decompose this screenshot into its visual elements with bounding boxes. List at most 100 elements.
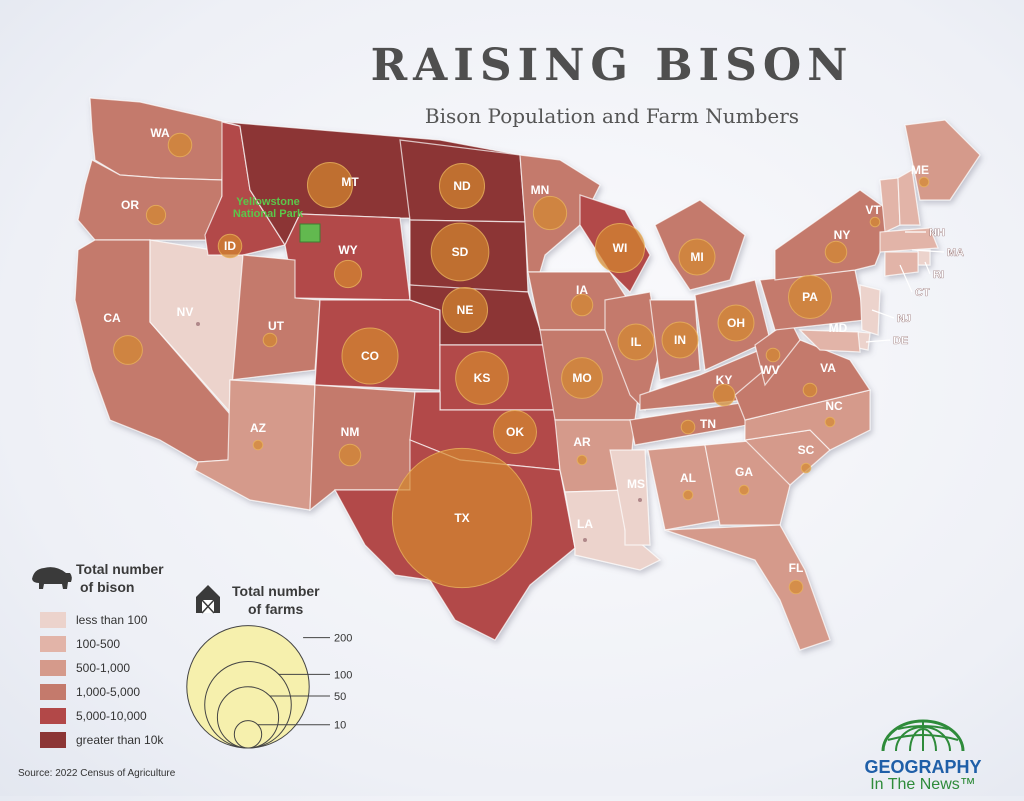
- state-label-ms: MS: [627, 477, 645, 491]
- globe-icon: [881, 719, 965, 752]
- farm-circle-wi: [594, 222, 646, 274]
- state-me: [904, 119, 981, 201]
- farm-circle-ne: [441, 286, 489, 334]
- bison-legend-swatch-3: [40, 684, 66, 700]
- state-label-md: MD: [829, 321, 848, 335]
- state-label-me: ME: [911, 163, 929, 177]
- state-label-ri: RI: [933, 269, 944, 281]
- farm-circle-wy: [333, 259, 363, 289]
- farm-dot-nv: [196, 322, 200, 326]
- bison-legend-label-0: less than 100: [76, 613, 148, 627]
- source-note: Source: 2022 Census of Agriculture: [18, 768, 176, 779]
- farms-legend-value-100: 100: [334, 669, 352, 681]
- farm-circle-nc: [824, 416, 836, 428]
- leader-line-ma: [911, 249, 945, 253]
- state-label-ar: AR: [573, 435, 591, 449]
- bison-legend-label-5: greater than 10k: [76, 733, 164, 747]
- farm-circle-nd: [438, 162, 486, 210]
- page-subtitle: Bison Population and Farm Numbers: [424, 104, 800, 128]
- bison-legend-label-3: 1,000-5,000: [76, 685, 140, 699]
- state-label-de: DE: [893, 335, 908, 347]
- farm-circle-ks: [455, 351, 509, 405]
- state-label-co: CO: [361, 349, 379, 363]
- farm-circle-oh: [717, 304, 755, 342]
- state-label-sd: SD: [452, 245, 469, 259]
- brand-logo: GEOGRAPHY In The News™: [848, 716, 998, 794]
- state-label-la: LA: [577, 517, 593, 531]
- state-label-ut: UT: [268, 319, 285, 333]
- farms-legend-value-200: 200: [334, 633, 352, 645]
- bison-legend-label-2: 500-1,000: [76, 661, 130, 675]
- state-label-ne: NE: [457, 303, 474, 317]
- farm-circle-al: [682, 489, 694, 501]
- farm-circle-or: [145, 204, 167, 226]
- state-label-mo: MO: [572, 371, 591, 385]
- farm-circle-ar: [576, 454, 588, 466]
- state-label-wy: WY: [338, 243, 357, 257]
- state-label-wv: WV: [760, 363, 779, 377]
- state-label-va: VA: [820, 361, 836, 375]
- leader-line-ct: [899, 264, 913, 293]
- bison-legend-swatch-1: [40, 636, 66, 652]
- state-label-nj: NJ: [897, 313, 911, 325]
- state-fl: [664, 524, 831, 651]
- farm-circle-wv: [765, 347, 781, 363]
- state-label-ks: KS: [474, 371, 491, 385]
- page-title: RAISING BISON: [370, 40, 854, 91]
- farm-dot-la: [583, 538, 587, 542]
- state-label-nm: NM: [341, 425, 360, 439]
- bison-legend-title-line1: Total number: [76, 561, 164, 577]
- farm-circle-id: [217, 233, 243, 259]
- farms-legend-value-10: 10: [334, 720, 346, 732]
- bison-legend-title: Total number of bison: [76, 560, 164, 596]
- farm-circle-wa: [167, 132, 193, 158]
- farm-circle-ca: [113, 335, 143, 365]
- state-label-wa: WA: [150, 126, 170, 140]
- bison-legend-label-4: 5,000-10,000: [76, 709, 147, 723]
- farm-circle-nm: [338, 443, 362, 467]
- state-ms: [609, 449, 651, 546]
- state-label-az: AZ: [250, 421, 266, 435]
- farm-circle-me: [918, 176, 930, 188]
- leader-line-nj: [871, 309, 895, 319]
- bison-legend-swatch-4: [40, 708, 66, 724]
- leader-line-de: [865, 339, 891, 343]
- state-label-ny: NY: [834, 228, 851, 242]
- state-ny: [774, 189, 896, 281]
- farm-circle-ia: [570, 293, 594, 317]
- bison-legend-swatch-2: [40, 660, 66, 676]
- yellowstone-label: Yellowstone National Park: [233, 196, 304, 220]
- state-label-nv: NV: [177, 305, 194, 319]
- farms-legend-title-line2: of farms: [248, 601, 304, 617]
- state-label-al: AL: [680, 471, 696, 485]
- bison-legend-title-line2: of bison: [80, 579, 135, 595]
- state-label-tx: TX: [454, 511, 469, 525]
- state-label-ca: CA: [103, 311, 121, 325]
- farm-circle-ny: [824, 240, 848, 264]
- farm-circle-il: [617, 323, 655, 361]
- state-label-ct: CT: [915, 287, 930, 299]
- farm-circle-ga: [738, 484, 750, 496]
- state-label-mt: MT: [341, 175, 359, 189]
- farm-circle-sd: [430, 222, 490, 282]
- farm-circle-ky: [712, 383, 736, 407]
- state-ct: [884, 251, 919, 277]
- state-nh: [897, 169, 921, 226]
- farm-circle-ok: [492, 409, 538, 455]
- state-label-pa: PA: [802, 290, 818, 304]
- farm-circle-sc: [800, 462, 812, 474]
- state-label-mi: MI: [690, 250, 703, 264]
- state-label-tn: TN: [700, 417, 716, 431]
- state-label-nc: NC: [825, 399, 843, 413]
- farm-dot-ms: [638, 498, 642, 502]
- state-label-ok: OK: [506, 425, 524, 439]
- state-label-mn: MN: [531, 183, 550, 197]
- state-label-sc: SC: [798, 443, 815, 457]
- farms-legend-value-50: 50: [334, 691, 346, 703]
- state-label-ma: MA: [947, 247, 964, 259]
- farm-circle-ut: [262, 332, 278, 348]
- yellowstone-marker: [299, 223, 321, 243]
- brand-line1: GEOGRAPHY: [864, 757, 982, 777]
